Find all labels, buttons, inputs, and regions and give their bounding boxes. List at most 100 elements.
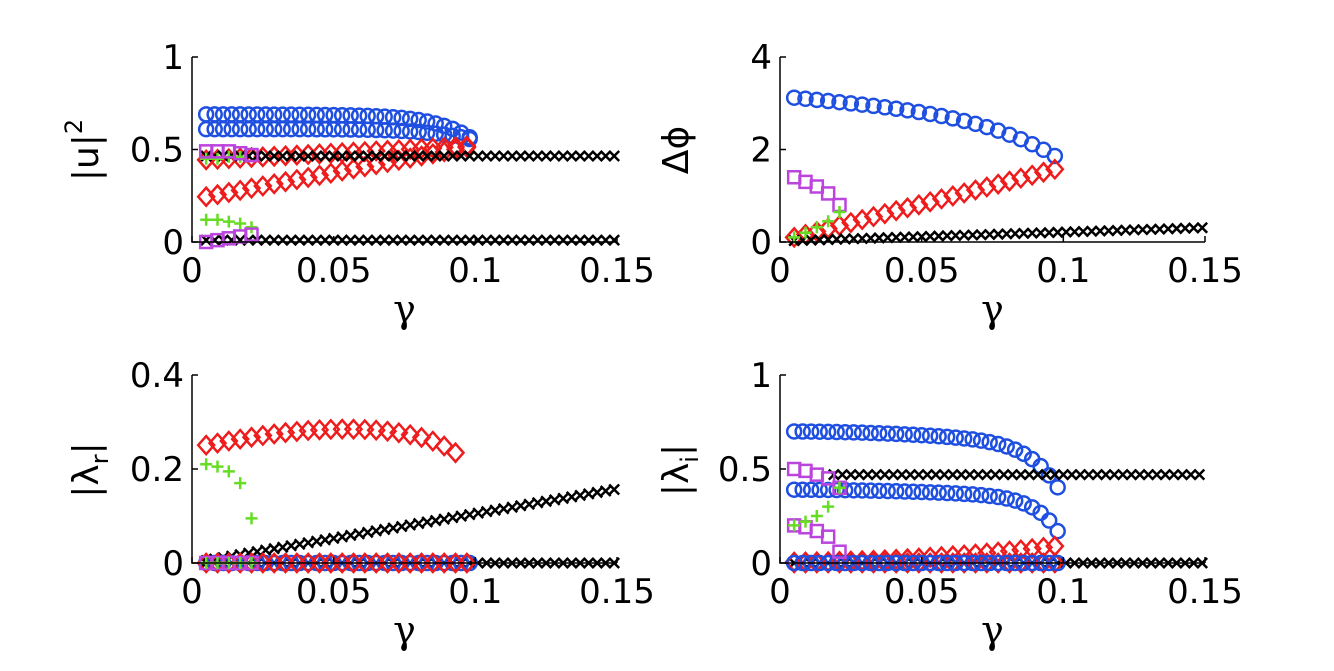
black-lower-point <box>421 234 434 247</box>
blue-lower-point <box>257 120 274 138</box>
black-lower-point <box>591 234 604 247</box>
blue-upper-point <box>921 427 939 444</box>
purple-point <box>832 544 847 559</box>
black-upper-point <box>599 150 612 162</box>
blue-upper-point <box>853 424 871 441</box>
blue-lower-point <box>879 482 896 500</box>
blue-point <box>876 99 894 116</box>
black-upper-point <box>472 150 485 162</box>
black-point <box>1133 468 1146 481</box>
black-lower-point <box>480 234 493 247</box>
green-point <box>200 152 213 165</box>
black-lower-point <box>302 234 315 247</box>
blue-lower-point <box>947 485 964 502</box>
black-upper-point <box>344 150 357 162</box>
red-point <box>852 208 872 231</box>
blue-lower-point <box>981 487 998 505</box>
y-axis-label-main: |λ <box>66 464 107 497</box>
blue-point <box>797 90 814 108</box>
black-point <box>929 468 942 481</box>
blue-lower-point <box>862 482 879 499</box>
blue-point <box>978 118 996 136</box>
x-axis-label: γ <box>981 608 1004 652</box>
green-point <box>822 215 835 228</box>
x-tick-label: 0.1 <box>448 251 502 291</box>
green-point <box>810 510 823 522</box>
blue-lower-point <box>393 122 410 140</box>
black-upper-point <box>531 150 544 162</box>
y-axis-label: |λi| <box>656 444 704 496</box>
black-point <box>997 468 1010 481</box>
black-point <box>1065 468 1078 481</box>
x-tick-label: 0 <box>769 251 791 291</box>
blue-point <box>865 97 882 115</box>
black-lower-point <box>344 234 357 247</box>
blue-upper-point <box>1006 441 1024 458</box>
blue-upper-point <box>845 424 862 441</box>
blue-lower-point <box>887 483 905 500</box>
x-tick-label: 0.1 <box>448 572 502 612</box>
green-point <box>799 515 812 528</box>
black-upper-point <box>285 150 298 162</box>
black-point <box>989 468 1002 481</box>
blue-upper-point <box>819 423 837 441</box>
black-lower-point <box>293 234 306 247</box>
blue-upper-point <box>964 431 981 448</box>
black-upper-point <box>446 150 459 162</box>
blue-upper-point <box>828 423 845 441</box>
black-upper-point <box>395 150 408 162</box>
panel-bl: 0 0.05 0.1 0.15 0 0.2 0.4 γ |λr| <box>66 356 655 652</box>
y-tick-label: 0 <box>750 544 772 584</box>
blue-lower-point <box>794 481 811 498</box>
y-axis-label-main: |u| <box>66 134 107 181</box>
blue-lower-point <box>461 130 478 148</box>
green-point <box>200 458 213 471</box>
red-zero-point <box>457 552 477 574</box>
blue-upper-point <box>989 435 1007 453</box>
black-lower-point <box>370 234 383 247</box>
red-point <box>897 196 918 219</box>
green-point <box>245 512 258 525</box>
blue-lower-point <box>410 123 427 141</box>
x-tick-label: 0 <box>769 572 791 612</box>
x-tick-label: 0.15 <box>579 251 655 291</box>
black-lower-point <box>268 234 281 247</box>
blue-upper-point <box>802 423 820 440</box>
black-upper-point <box>310 150 323 162</box>
series-group <box>784 89 1209 249</box>
y-axis-label: |λr| <box>66 442 114 497</box>
blue-point <box>831 93 848 111</box>
black-point <box>938 468 951 481</box>
blue-lower-point <box>384 122 402 139</box>
blue-point <box>1046 147 1064 165</box>
black-upper-point <box>565 150 578 162</box>
blue-lower-point <box>418 124 436 142</box>
red-point <box>434 435 454 457</box>
black-point <box>904 468 917 481</box>
green-point <box>222 215 235 228</box>
blue-upper-point <box>811 423 828 440</box>
red-point <box>784 226 804 249</box>
black-lower-point <box>276 234 289 247</box>
axes-frame <box>779 375 1205 564</box>
red-point <box>875 202 895 225</box>
black-point <box>955 468 968 481</box>
black-lower-point <box>387 234 400 247</box>
blue-lower-point <box>896 483 913 500</box>
blue-upper-point <box>1049 479 1066 496</box>
black-lower-point <box>574 234 587 247</box>
black-lower-point <box>412 234 425 247</box>
blue-lower-point <box>938 484 956 502</box>
blue-upper-point <box>785 423 803 440</box>
black-lower-point <box>523 234 536 247</box>
black-point <box>861 468 874 481</box>
blue-lower-point <box>1040 512 1058 529</box>
y-axis-label-main: |λ <box>656 463 697 496</box>
black-upper-point <box>557 150 570 162</box>
blue-point <box>921 105 939 123</box>
black-upper-point <box>336 150 349 162</box>
y-axis-label: Δϕ <box>656 126 697 174</box>
black-upper-point <box>327 150 340 162</box>
blue-lower-point <box>316 121 334 138</box>
blue-lower-point <box>972 486 990 504</box>
